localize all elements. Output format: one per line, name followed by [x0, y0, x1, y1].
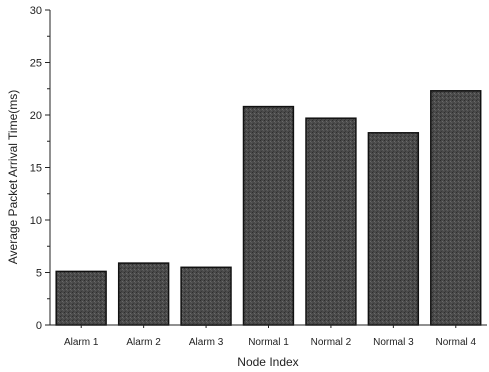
y-axis-title: Average Packet Arrival Time(ms) [6, 90, 20, 265]
x-tick-label: Alarm 3 [189, 337, 224, 348]
y-tick-label: 20 [30, 110, 42, 122]
bar-alarm-3 [180, 266, 232, 326]
x-axis-title: Node Index [237, 355, 298, 369]
bar-normal-2 [305, 117, 357, 326]
x-tick-label: Normal 4 [436, 337, 477, 348]
y-tick-label: 30 [30, 5, 42, 17]
x-tick-label: Alarm 2 [126, 337, 161, 348]
bar-normal-1 [242, 105, 295, 326]
x-tick-labels: Alarm 1 Alarm 2 Alarm 3 Normal 1 Normal 2 Nor… [64, 325, 477, 348]
x-tick-label: Alarm 1 [64, 337, 99, 348]
y-tick-label: 15 [30, 163, 42, 175]
bar-normal-4 [430, 90, 482, 326]
bar-normal-3 [367, 132, 420, 326]
x-tick-label: Normal 3 [373, 337, 414, 348]
x-tick-label: Normal 2 [311, 337, 352, 348]
y-tick-label: 0 [36, 320, 42, 332]
x-tick-label: Normal 1 [248, 337, 289, 348]
bar-alarm-2 [117, 262, 170, 326]
bars-layer [55, 90, 482, 326]
y-tick-label: 10 [30, 215, 42, 227]
bar-alarm-1 [55, 270, 107, 326]
y-ticks: 0 5 10 15 20 25 30 [30, 5, 50, 332]
y-tick-label: 25 [30, 58, 42, 70]
y-tick-label: 5 [36, 268, 42, 280]
